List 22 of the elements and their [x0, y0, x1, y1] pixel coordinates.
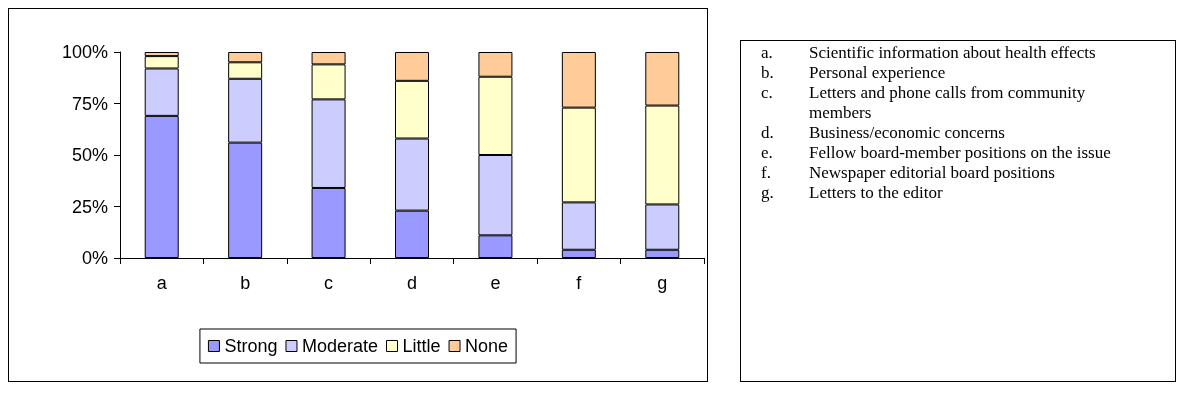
x-tick-label: f [576, 273, 583, 293]
legend-label: Strong [224, 336, 278, 356]
text: a. Scientific information about health effects [761, 43, 1096, 62]
y-tick-label: 25% [71, 196, 108, 217]
x-tick-label: e [490, 273, 501, 293]
x-tick-label: a [156, 273, 168, 293]
y-tick-label: 100% [61, 42, 108, 62]
x-tick-label: b [240, 273, 251, 293]
legend-label: Little [402, 336, 441, 356]
text: f. Newspaper editorial board positions [761, 163, 1055, 182]
text: d. Business/economic concerns [761, 123, 1005, 142]
x-tick-label: d [406, 273, 418, 293]
legend-label: None [465, 336, 509, 356]
y-tick-label: 75% [71, 93, 108, 114]
text: g. Letters to the editor [761, 183, 943, 202]
x-tick-label: g [657, 273, 668, 293]
x-tick-label: c [324, 273, 334, 293]
text: b. Personal experience [761, 63, 946, 82]
text: e. Fellow board-member positions on the issue [761, 143, 1111, 162]
legend-label: Moderate [301, 336, 379, 356]
y-tick-label: 50% [71, 145, 108, 165]
y-tick-label: 0% [81, 248, 108, 268]
